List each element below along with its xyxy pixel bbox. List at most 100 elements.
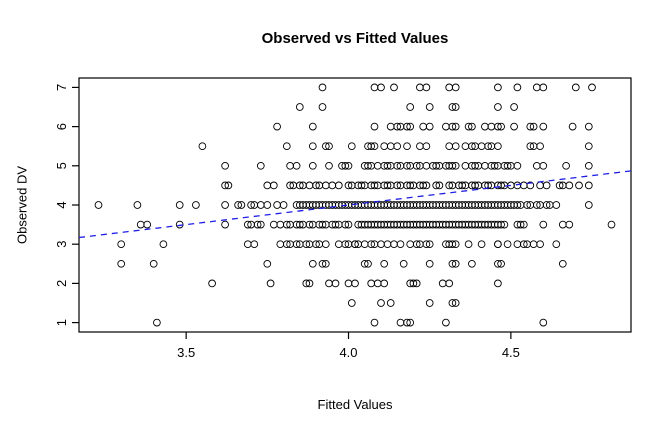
data-point	[448, 240, 457, 249]
data-point	[568, 122, 577, 131]
data-point	[221, 181, 229, 190]
data-point	[494, 279, 502, 288]
data-point	[565, 220, 574, 229]
data-point	[513, 240, 522, 249]
data-point	[331, 279, 340, 288]
data-point	[425, 240, 434, 249]
data-point	[325, 279, 333, 288]
data-point	[282, 240, 291, 249]
data-point	[386, 299, 395, 307]
data-point	[529, 122, 538, 131]
data-point	[513, 181, 522, 190]
data-point	[360, 259, 369, 268]
data-point	[302, 240, 311, 249]
data-point	[373, 279, 382, 288]
data-point	[399, 259, 408, 268]
data-point	[370, 142, 379, 151]
data-point	[149, 259, 158, 268]
x-axis-tick-label: 4.0	[339, 345, 357, 360]
data-point	[386, 122, 395, 131]
data-point	[383, 181, 392, 190]
data-point	[422, 181, 431, 190]
data-point	[477, 240, 486, 249]
chart-title: Observed vs Fitted Values	[261, 30, 449, 47]
data-point	[364, 161, 372, 170]
data-point	[497, 181, 505, 190]
data-point	[308, 161, 317, 170]
data-point	[390, 240, 398, 249]
data-point	[532, 201, 541, 209]
data-point	[552, 240, 561, 249]
data-point	[584, 161, 593, 170]
data-point	[243, 240, 252, 249]
data-point	[396, 240, 405, 249]
data-point	[263, 259, 272, 268]
data-point	[321, 259, 330, 268]
data-point	[516, 220, 525, 229]
data-point	[321, 240, 330, 249]
data-point	[481, 122, 489, 131]
data-point	[295, 220, 304, 229]
data-point	[552, 201, 561, 209]
data-point	[497, 259, 505, 268]
data-point	[143, 220, 152, 229]
data-point	[175, 201, 184, 209]
data-point	[367, 279, 376, 288]
data-point	[370, 181, 379, 190]
data-point	[279, 201, 288, 209]
data-point	[425, 122, 434, 131]
data-point	[497, 122, 505, 131]
data-point	[344, 279, 353, 288]
data-point	[393, 161, 402, 170]
data-point	[256, 161, 265, 170]
data-point	[344, 181, 353, 190]
data-point	[416, 142, 424, 151]
data-point	[539, 83, 548, 92]
data-point	[584, 201, 593, 209]
data-point	[370, 318, 379, 327]
data-point	[425, 103, 434, 111]
data-point	[464, 240, 473, 249]
data-point	[464, 122, 473, 131]
data-point	[208, 279, 216, 288]
data-point	[523, 201, 531, 209]
data-point	[422, 240, 431, 249]
y-axis-label: Observed DV	[14, 165, 30, 245]
data-point	[471, 161, 479, 170]
data-point	[269, 181, 278, 190]
y-axis-tick-label: 6	[54, 123, 69, 130]
data-point	[393, 142, 402, 151]
data-point	[367, 142, 376, 151]
data-point	[377, 83, 385, 92]
data-point	[526, 181, 535, 190]
data-point	[266, 279, 275, 288]
identity-reference-line	[78, 170, 632, 239]
data-point	[243, 220, 252, 229]
data-point	[318, 83, 327, 92]
data-point	[519, 240, 528, 249]
data-point	[451, 103, 460, 111]
data-point	[276, 220, 285, 229]
data-point	[542, 201, 551, 209]
data-point	[351, 240, 359, 249]
data-point	[494, 142, 502, 151]
data-point	[500, 220, 509, 229]
data-point	[571, 83, 580, 92]
data-point	[377, 240, 385, 249]
x-axis-tick-label: 4.5	[502, 345, 520, 360]
data-point	[451, 142, 460, 151]
data-point	[451, 299, 460, 307]
data-point	[292, 240, 301, 249]
data-point	[490, 161, 499, 170]
data-point	[419, 181, 428, 190]
data-point	[282, 142, 291, 151]
data-point	[539, 318, 548, 327]
data-point	[221, 201, 229, 209]
data-point	[360, 240, 369, 249]
data-point	[403, 122, 411, 131]
data-point	[347, 142, 356, 151]
data-point	[286, 181, 294, 190]
data-point	[442, 318, 450, 327]
